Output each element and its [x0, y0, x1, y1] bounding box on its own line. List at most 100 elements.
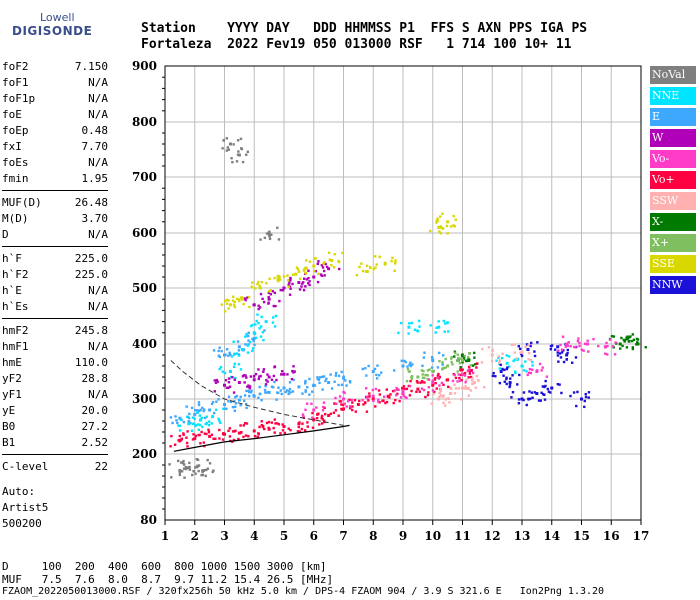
panel-divider: [2, 246, 108, 247]
scatter-echo: [467, 365, 471, 369]
param-name: foE: [2, 108, 22, 121]
scatter-echo: [408, 370, 411, 373]
scatter-echo: [198, 414, 201, 417]
scatter-echo: [289, 428, 292, 432]
scatter-echo: [210, 422, 213, 425]
scatter-echo: [308, 260, 312, 263]
scatter-echo: [257, 396, 260, 399]
scatter-echo: [319, 273, 323, 276]
scatter-echo: [188, 461, 191, 465]
scatter-echo: [355, 273, 359, 277]
scatter-echo: [374, 387, 378, 391]
scatter-echo: [199, 408, 202, 412]
scatter-echo: [288, 293, 292, 296]
scatter-echo: [397, 331, 400, 335]
scatter-echo: [364, 270, 368, 273]
scatter-echo: [443, 330, 446, 333]
scatter-echo: [252, 394, 255, 397]
scatter-echo: [245, 153, 248, 156]
scatter-echo: [256, 313, 259, 316]
scatter-echo: [316, 280, 320, 284]
scatter-echo: [246, 385, 249, 388]
scatter-echo: [247, 295, 251, 299]
scatter-echo: [258, 425, 261, 429]
scatter-echo: [463, 387, 467, 390]
scatter-echo: [630, 339, 634, 343]
scatter-echo: [393, 269, 396, 272]
scatter-echo: [520, 354, 524, 358]
scatter-echo: [234, 395, 237, 399]
scatter-echo: [513, 351, 516, 354]
scatter-echo: [245, 332, 248, 336]
param-name: h`E: [2, 284, 22, 297]
scatter-point: [416, 375, 420, 379]
scatter-echo: [567, 341, 570, 344]
scatter-echo: [409, 379, 412, 383]
param-row-4: foEp 0.48: [2, 124, 108, 139]
scatter-point: [520, 397, 524, 401]
scatter-echo: [431, 379, 434, 383]
scatter-echo: [248, 390, 251, 394]
scatter-echo: [422, 388, 426, 392]
dashed-curve: [170, 360, 344, 426]
scatter-echo: [410, 377, 414, 380]
scatter-echo: [313, 384, 317, 387]
scatter-echo: [447, 385, 450, 389]
scatter-echo: [223, 371, 227, 375]
scatter-echo: [228, 351, 231, 355]
scatter-echo: [368, 392, 371, 395]
scatter-echo: [238, 299, 241, 303]
scatter-echo: [522, 369, 526, 372]
scatter-echo: [258, 327, 261, 330]
scatter-echo: [450, 357, 453, 360]
scatter-echo: [454, 387, 458, 390]
scatter-echo: [246, 351, 250, 354]
scatter-echo: [357, 399, 361, 403]
scatter-point: [237, 153, 241, 157]
scatter-echo: [418, 325, 421, 328]
param-value: N/A: [88, 388, 108, 401]
scatter-echo: [279, 278, 282, 281]
scatter-echo: [236, 340, 240, 343]
scatter-echo: [347, 399, 350, 403]
scatter-echo: [232, 303, 236, 307]
scatter-point: [342, 376, 345, 380]
scatter-point: [431, 381, 435, 384]
scatter-echo: [251, 337, 254, 341]
scatter-echo: [525, 403, 528, 407]
scatter-echo: [337, 414, 340, 417]
scatter-echo: [426, 393, 430, 397]
scatter-echo: [436, 366, 440, 369]
scatter-echo: [171, 421, 174, 425]
scatter-echo: [298, 421, 301, 424]
scatter-point: [446, 364, 450, 368]
scatter-echo: [329, 412, 333, 416]
param-name: yF2: [2, 372, 22, 385]
scatter-echo: [277, 276, 280, 279]
scatter-echo: [205, 468, 208, 472]
scatter-echo: [540, 391, 543, 394]
scatter-echo: [177, 439, 180, 442]
param-row-23: C-level 22: [2, 460, 108, 475]
legend-ssw: SSW: [650, 192, 696, 210]
scatter-echo: [317, 260, 320, 263]
scatter-echo: [334, 374, 337, 377]
scatter-echo: [181, 462, 185, 465]
scatter-echo: [230, 156, 233, 160]
scatter-echo: [373, 405, 377, 408]
scatter-echo: [468, 369, 472, 373]
scatter-echo: [286, 373, 289, 376]
scatter-echo: [560, 351, 564, 354]
scatter-echo: [205, 432, 208, 436]
scatter-point: [565, 342, 569, 346]
scatter-echo: [463, 354, 466, 358]
param-name: D: [2, 228, 9, 241]
scatter-echo: [334, 396, 337, 400]
scatter-echo: [218, 367, 221, 371]
scatter-echo: [240, 431, 243, 434]
scatter-echo: [222, 432, 225, 435]
scatter-echo: [384, 401, 387, 405]
scatter-echo: [239, 137, 243, 141]
scatter-echo: [446, 232, 449, 235]
scatter-echo: [207, 420, 211, 423]
